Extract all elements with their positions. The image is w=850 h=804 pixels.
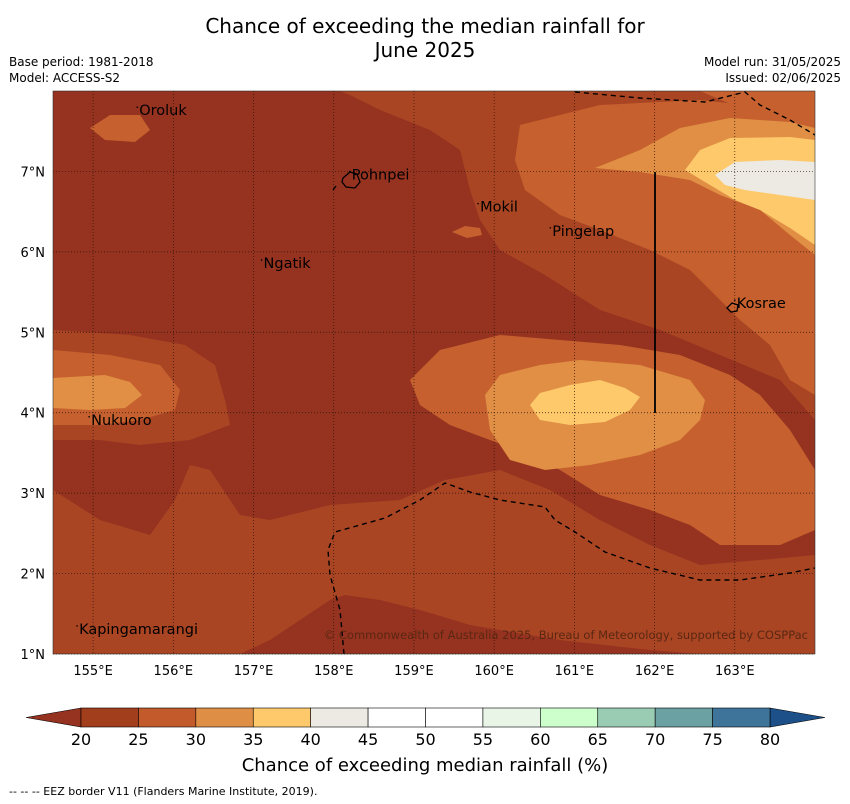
lon-tick-label: 162°E [635,664,675,679]
lon-tick-label: 163°E [715,664,755,679]
axis-labels: 155°E 156°E 157°E 158°E 159°E 160°E 161°E 162°E… [21,165,755,679]
place-marker [136,106,139,108]
colorbar-segment [654,707,713,728]
eez-border-north [574,91,815,136]
place-label: Pohnpei [352,167,410,183]
copyright-text: © Commonwealth of Australia 2025, Bureau… [324,628,808,642]
colorbar-tick-label: 60 [530,730,550,749]
colorbar-segment [540,707,599,728]
colorbar-tick-label: 35 [243,730,263,749]
place-label: Ngatik [264,256,312,272]
colorbar-segment [597,707,656,728]
colorbar-segment [80,707,139,728]
colorbar-under-arrow [25,707,82,728]
lat-tick-label: 3°N [21,487,46,502]
colorbar-segment [367,707,426,728]
colorbar-labels: 20 25 30 35 40 45 50 55 60 65 70 75 80 [71,730,780,749]
place-label: Nukuoro [91,413,152,429]
colorbar-tick-label: 80 [760,730,780,749]
colorbar-tick-label: 75 [702,730,722,749]
contour-25-mokil [452,226,482,238]
place-label: Pingelap [552,224,614,240]
colorbar-body [25,707,826,728]
lon-tick-label: 158°E [314,664,354,679]
colorbar-tick-label: 30 [186,730,206,749]
contour-20-southwest [53,590,230,654]
eez-border-south [327,482,815,654]
colorbar-tick-label: 25 [128,730,148,749]
colorbar-tick-label: 65 [588,730,608,749]
place-label: Kosrae [737,296,786,312]
base-period: Base period: 1981-2018 [9,55,154,69]
title-line-1: Chance of exceeding the median rainfall … [205,14,645,38]
meta-left: Base period: 1981-2018 Model: ACCESS-S2 [9,54,154,86]
footer-note: -- -- -- EEZ border V11 (Flanders Marine… [9,785,318,798]
lat-tick-label: 6°N [21,246,46,261]
lon-tick-label: 156°E [154,664,194,679]
colorbar-over-arrow [769,707,826,728]
colorbar-segment [712,707,771,728]
lon-tick-label: 157°E [234,664,274,679]
pohnpei-island-outline [341,171,361,189]
lat-tick-label: 4°N [21,407,46,422]
colorbar: 20 25 30 35 40 45 50 55 60 65 70 75 80 [25,707,826,749]
colorbar-segment [310,707,369,728]
lon-tick-label: 159°E [394,664,434,679]
contour-25-oroluk [90,115,150,142]
colorbar-tick-label: 50 [415,730,435,749]
place-label: Kapingamarangi [79,622,198,638]
model-run: Model run: 31/05/2025 [703,55,841,69]
colorbar-tick-label: 20 [71,730,91,749]
place-labels: Oroluk Pohnpei Mokil Pingelap Ngatik Kosrae Nu… [76,103,786,638]
place-marker [88,415,90,418]
lat-tick-label: 1°N [21,648,46,663]
colorbar-tick-label: 55 [473,730,493,749]
issued-date: Issued: 02/06/2025 [725,71,841,85]
place-marker [733,299,736,301]
meta-right: Model run: 31/05/2025 Issued: 02/06/2025 [704,54,841,86]
colorbar-title: Chance of exceeding median rainfall (%) [241,755,609,776]
map-title: Chance of exceeding the median rainfall … [0,14,850,62]
lat-tick-label: 2°N [21,568,46,583]
contour-30-west [53,375,142,410]
lat-tick-label: 7°N [21,165,46,180]
colorbar-segment [482,707,541,728]
colorbar-segment [138,707,197,728]
place-label: Mokil [480,200,518,216]
lon-tick-label: 160°E [474,664,514,679]
place-marker [76,625,78,627]
kosrae-island-outline [726,302,739,313]
lon-tick-label: 155°E [73,664,113,679]
contour-25-ne-bump [700,91,815,140]
lat-tick-label: 5°N [21,326,46,341]
place-label: Oroluk [139,103,187,119]
pohnpei-reef-mark [332,185,337,191]
colorbar-tick-label: 70 [645,730,665,749]
contour-layer [53,91,815,654]
place-marker [549,226,552,229]
colorbar-segment [252,707,311,728]
title-line-2: June 2025 [374,38,476,62]
model-name: Model: ACCESS-S2 [9,71,121,85]
lon-tick-label: 161°E [555,664,595,679]
colorbar-segment [195,707,254,728]
rainfall-map: Oroluk Pohnpei Mokil Pingelap Ngatik Kosrae Nu… [21,90,816,679]
colorbar-tick-label: 40 [300,730,320,749]
map-frame [52,90,816,655]
place-marker [477,202,479,205]
contour-35-center [530,380,640,425]
colorbar-segment [425,707,484,728]
eez-borders [327,91,815,654]
contour-40-east [715,160,815,200]
place-marker [260,259,263,261]
colorbar-tick-label: 45 [358,730,378,749]
place-marker [348,170,351,173]
